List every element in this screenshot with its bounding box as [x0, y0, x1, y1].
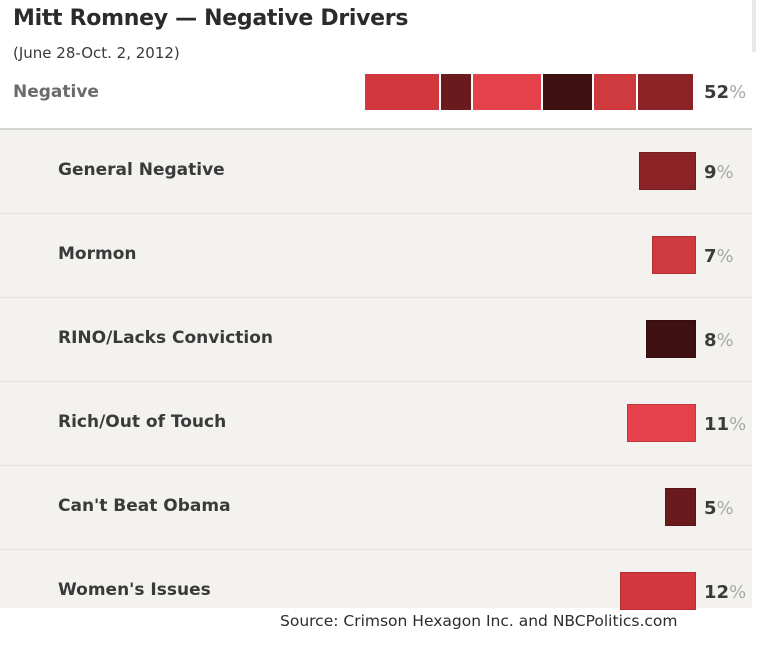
- driver-percent-sign: %: [716, 246, 734, 267]
- drivers-panel: General Negative 9% Mormon 7% RINO/Lacks Con…: [0, 130, 752, 610]
- chart-title: Mitt Romney — Negative Drivers: [13, 6, 409, 31]
- driver-row: General Negative 9%: [0, 130, 752, 214]
- scrollbar[interactable]: [752, 0, 756, 52]
- total-label: Negative: [13, 82, 99, 102]
- driver-value-number: 5: [704, 498, 717, 519]
- driver-percent-sign: %: [716, 330, 734, 351]
- driver-label: Can't Beat Obama: [58, 496, 231, 516]
- stack-segment-women-s-issues: [365, 74, 440, 110]
- driver-bar: [651, 236, 696, 274]
- driver-value-number: 9: [704, 162, 717, 183]
- driver-label: Women's Issues: [58, 580, 211, 600]
- stack-segment-mormon: [593, 74, 637, 110]
- driver-bar: [639, 152, 696, 190]
- source-note: Source: Crimson Hexagon Inc. and NBCPoli…: [276, 612, 682, 630]
- driver-value-number: 11: [704, 414, 730, 435]
- driver-percent-sign: %: [716, 498, 734, 519]
- driver-percent-sign: %: [716, 162, 734, 183]
- stack-segment-can-t-beat-obama: [441, 74, 471, 110]
- driver-label: Rich/Out of Touch: [58, 412, 227, 432]
- driver-bar: [626, 404, 696, 442]
- stack-segment-rich-out-of-touch: [472, 74, 541, 110]
- stack-segment-rino-lacks-conviction: [542, 74, 592, 110]
- total-value: 52%: [704, 82, 746, 103]
- driver-percent-sign: %: [729, 414, 747, 435]
- driver-bar: [664, 488, 696, 526]
- total-value-number: 52: [704, 82, 730, 103]
- driver-value: 7%: [704, 246, 734, 267]
- driver-row: Rich/Out of Touch 11%: [0, 382, 752, 466]
- driver-value-number: 12: [704, 582, 730, 603]
- driver-percent-sign: %: [729, 582, 747, 603]
- driver-bar: [620, 572, 696, 610]
- driver-label: RINO/Lacks Conviction: [58, 328, 274, 348]
- driver-bar: [645, 320, 696, 358]
- driver-value: 12%: [704, 582, 746, 603]
- driver-row: Mormon 7%: [0, 214, 752, 298]
- driver-row: Women's Issues 12%: [0, 550, 752, 634]
- driver-label: General Negative: [58, 160, 225, 180]
- chart-subtitle: (June 28-Oct. 2, 2012): [13, 44, 180, 62]
- divider: [0, 128, 752, 130]
- stack-segment-general-negative: [638, 74, 694, 110]
- driver-value: 5%: [704, 498, 734, 519]
- driver-value-number: 7: [704, 246, 717, 267]
- driver-label: Mormon: [58, 244, 137, 264]
- driver-row: RINO/Lacks Conviction 8%: [0, 298, 752, 382]
- driver-value: 8%: [704, 330, 734, 351]
- driver-value: 9%: [704, 162, 734, 183]
- driver-row: Can't Beat Obama 5%: [0, 466, 752, 550]
- driver-value: 11%: [704, 414, 746, 435]
- total-percent-sign: %: [729, 82, 747, 103]
- driver-value-number: 8: [704, 330, 717, 351]
